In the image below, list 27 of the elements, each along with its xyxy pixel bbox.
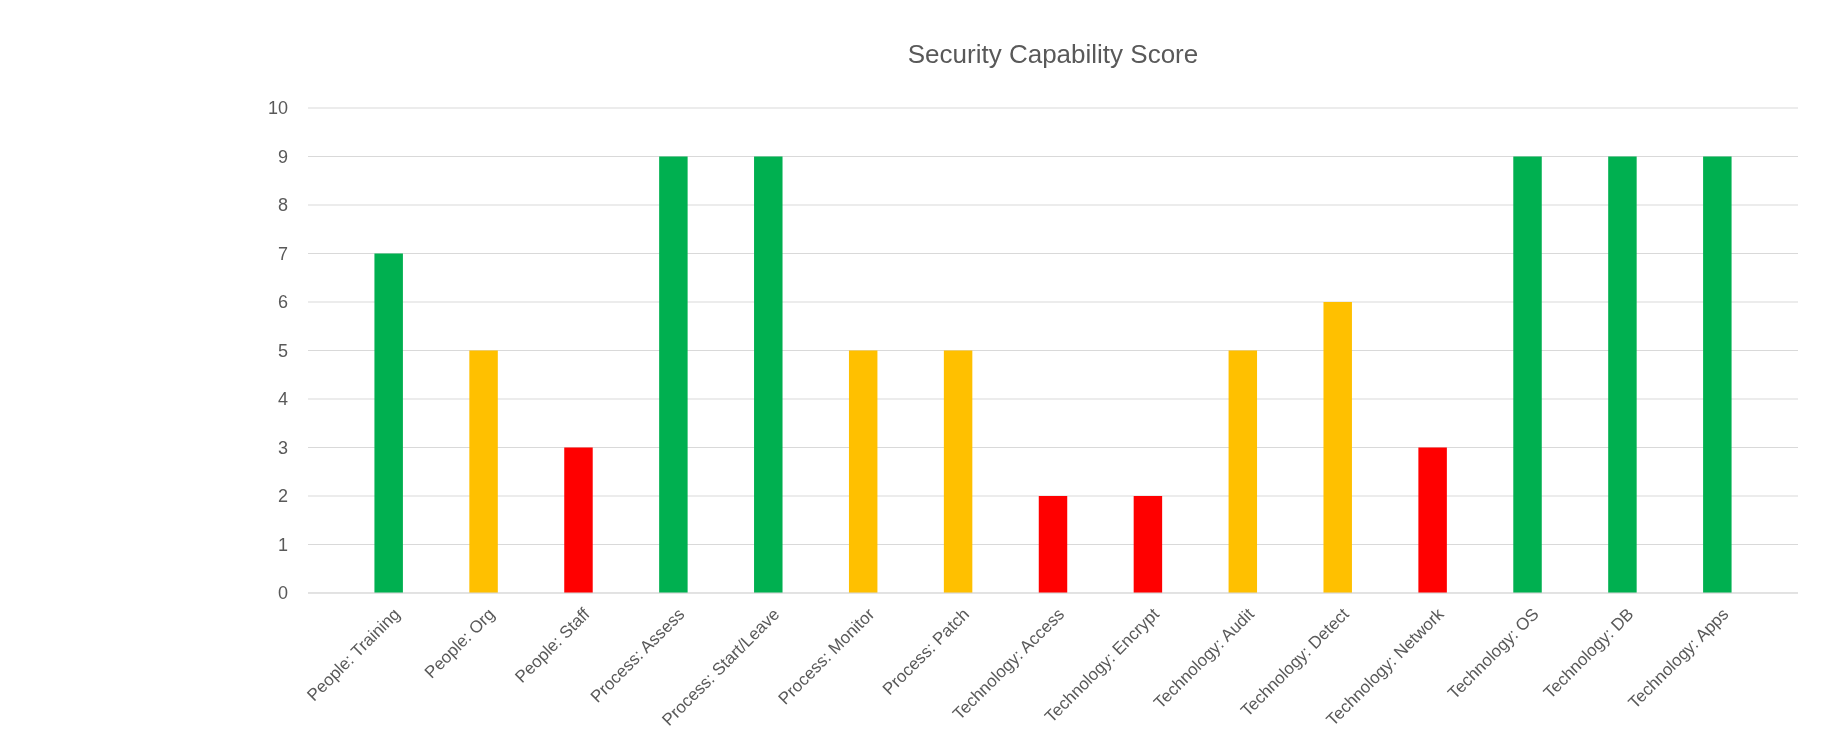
bar	[1228, 350, 1258, 593]
bar	[1038, 496, 1068, 593]
bar	[1608, 156, 1637, 593]
chart-title: Security Capability Score	[907, 39, 1199, 69]
y-tick-label: 5	[277, 340, 288, 361]
bar	[1323, 302, 1352, 593]
bar	[1513, 156, 1542, 593]
y-tick-label: 0	[277, 583, 288, 604]
bar	[1418, 447, 1447, 593]
bar	[1703, 156, 1732, 593]
bar	[564, 447, 593, 593]
y-tick-label: 8	[277, 195, 288, 216]
bar	[1133, 496, 1163, 593]
bar	[659, 156, 688, 593]
y-tick-label: 9	[277, 146, 288, 167]
bar	[943, 350, 973, 593]
bar	[374, 253, 403, 593]
y-tick-label: 3	[277, 437, 288, 458]
y-tick-label: 1	[277, 534, 288, 555]
bar	[754, 156, 783, 593]
y-tick-label: 10	[267, 98, 288, 119]
y-tick-label: 7	[277, 243, 288, 264]
bar	[848, 350, 878, 593]
y-tick-label: 6	[277, 292, 288, 313]
bar	[469, 350, 498, 593]
y-tick-label: 2	[277, 486, 288, 507]
y-tick-label: 4	[277, 389, 288, 410]
